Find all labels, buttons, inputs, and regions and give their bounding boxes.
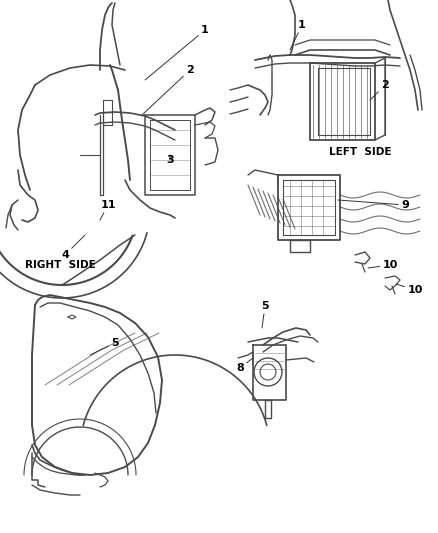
Text: 9: 9 (338, 200, 409, 210)
Text: 1: 1 (145, 25, 209, 80)
Text: LEFT  SIDE: LEFT SIDE (329, 147, 391, 157)
Text: 1: 1 (290, 20, 306, 50)
Text: 4: 4 (61, 235, 85, 260)
Text: 5: 5 (261, 301, 269, 328)
Text: 2: 2 (370, 80, 389, 100)
Text: 5: 5 (90, 338, 119, 355)
Text: 11: 11 (100, 200, 116, 220)
Text: 3: 3 (166, 155, 174, 165)
Text: 8: 8 (236, 358, 253, 373)
Text: RIGHT  SIDE: RIGHT SIDE (25, 260, 95, 270)
Text: 2: 2 (142, 65, 194, 115)
Text: 10: 10 (396, 284, 423, 295)
Text: 10: 10 (368, 260, 398, 270)
